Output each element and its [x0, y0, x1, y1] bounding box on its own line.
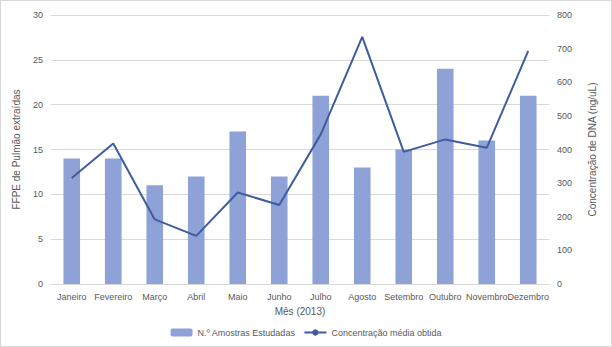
svg-text:100: 100 — [557, 245, 572, 255]
svg-text:30: 30 — [33, 10, 43, 20]
svg-text:Julho: Julho — [310, 292, 332, 302]
svg-text:Dezembro: Dezembro — [507, 292, 549, 302]
svg-text:Abril: Abril — [187, 292, 205, 302]
svg-text:Junho: Junho — [267, 292, 292, 302]
svg-text:10: 10 — [33, 189, 43, 199]
svg-text:Novembro: Novembro — [466, 292, 508, 302]
svg-text:600: 600 — [557, 77, 572, 87]
svg-text:Agosto: Agosto — [348, 292, 376, 302]
svg-text:N.º Amostras Estudadas: N.º Amostras Estudadas — [198, 328, 296, 338]
svg-text:Mês (2013): Mês (2013) — [275, 306, 326, 317]
svg-text:Março: Março — [142, 292, 167, 302]
svg-text:Concentração média obtida: Concentração média obtida — [331, 328, 441, 338]
svg-text:Setembro: Setembro — [384, 292, 423, 302]
svg-text:Fevereiro: Fevereiro — [94, 292, 132, 302]
svg-text:Outubro: Outubro — [429, 292, 462, 302]
svg-text:0: 0 — [38, 279, 43, 289]
svg-text:200: 200 — [557, 212, 572, 222]
svg-text:800: 800 — [557, 10, 572, 20]
svg-text:5: 5 — [38, 234, 43, 244]
svg-text:Maio: Maio — [228, 292, 248, 302]
svg-text:700: 700 — [557, 44, 572, 54]
svg-text:300: 300 — [557, 178, 572, 188]
svg-text:FFPE de Pulmão extraídas: FFPE de Pulmão extraídas — [11, 89, 22, 209]
svg-text:15: 15 — [33, 145, 43, 155]
svg-text:500: 500 — [557, 111, 572, 121]
svg-text:25: 25 — [33, 55, 43, 65]
svg-text:Janeiro: Janeiro — [57, 292, 87, 302]
svg-text:Concentração de DNA (ng/uL): Concentração de DNA (ng/uL) — [587, 83, 598, 217]
svg-text:0: 0 — [557, 279, 562, 289]
svg-text:400: 400 — [557, 145, 572, 155]
svg-text:20: 20 — [33, 100, 43, 110]
